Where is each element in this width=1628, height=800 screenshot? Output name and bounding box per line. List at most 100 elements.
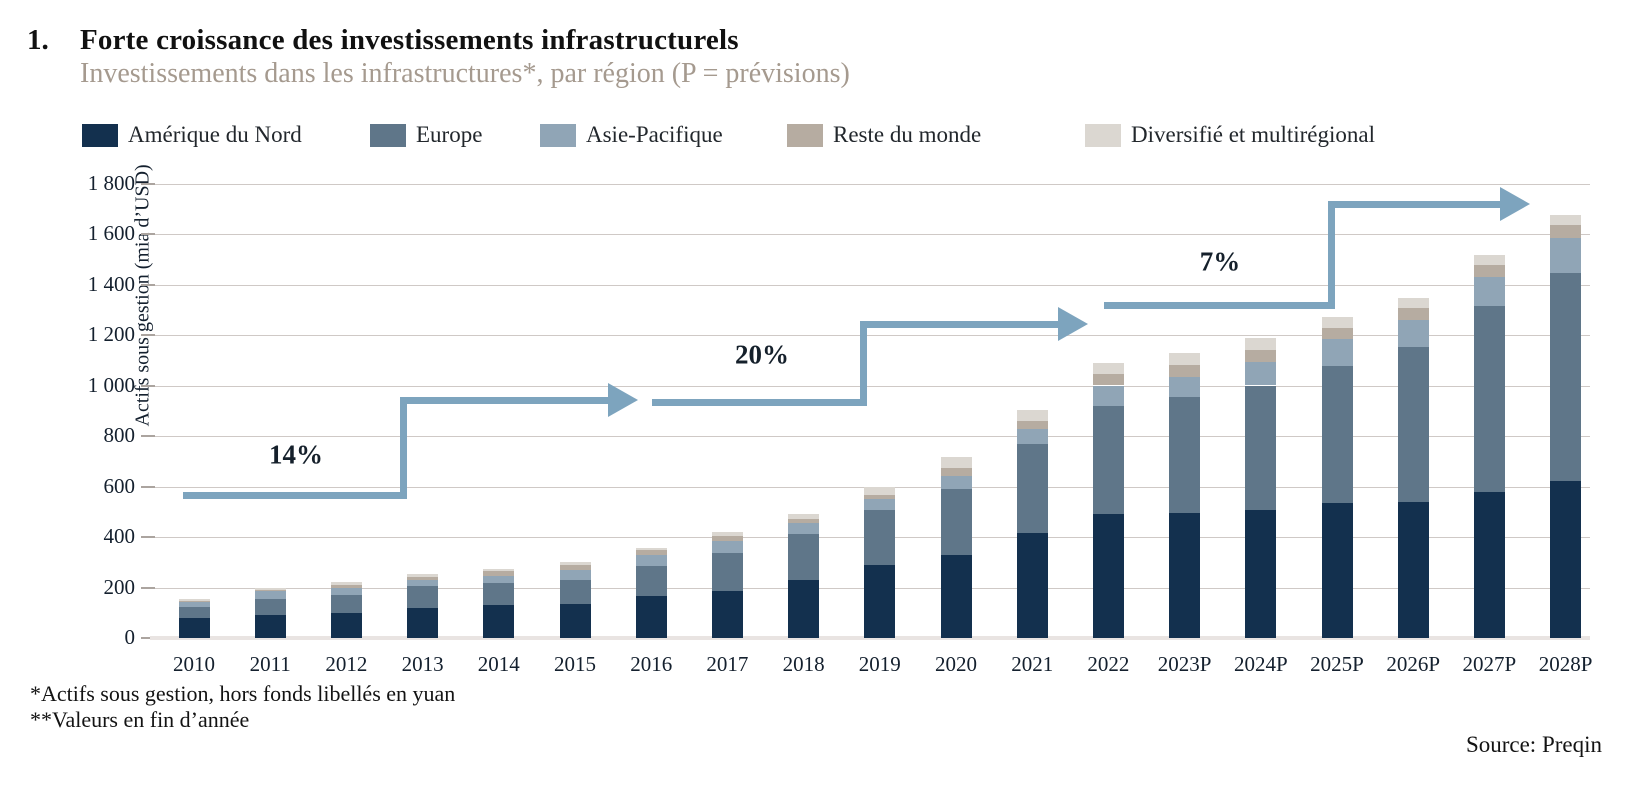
bar-segment-2024P (1245, 361, 1277, 386)
legend-label: Amérique du Nord (128, 122, 302, 147)
x-tick-label-2011: 2011 (249, 652, 291, 676)
bar-segment-2027P (1473, 491, 1505, 638)
bar-segment-2019 (864, 510, 896, 565)
bar-segment-2027P (1473, 277, 1505, 307)
y-tick-label: 800 (103, 423, 136, 447)
bar-segment-2016 (635, 596, 667, 638)
bar-segment-2011 (254, 587, 286, 590)
footnote-2: **Valeurs en fin d’année (30, 707, 250, 732)
legend-label: Asie-Pacifique (586, 122, 723, 147)
growth-rate-label-3: 7% (1199, 246, 1241, 277)
growth-arrow-3 (1327, 200, 1500, 208)
bar-segment-2020 (940, 456, 972, 469)
growth-arrow-2 (859, 320, 867, 406)
growth-arrow-3 (1327, 200, 1335, 309)
bar-segment-2023P (1169, 376, 1201, 397)
bar-segment-2013 (407, 574, 439, 577)
gridline (155, 234, 1590, 235)
legend-swatch (1085, 123, 1121, 147)
bar-segment-2013 (407, 580, 439, 587)
bar-segment-2026P (1397, 346, 1429, 502)
gridline (155, 183, 1590, 185)
x-tick-label-2018: 2018 (782, 652, 825, 676)
bar-segment-2010 (178, 602, 210, 607)
bar-segment-2028P (1550, 224, 1582, 238)
bar-segment-2022 (1092, 514, 1124, 638)
bar-segment-2022 (1092, 405, 1124, 515)
bar-segment-2023P (1169, 365, 1201, 377)
bar-segment-2014 (483, 568, 515, 571)
bar-segment-2018 (788, 534, 820, 581)
x-axis-baseline (150, 636, 1590, 640)
growth-arrow-2 (859, 320, 1058, 328)
legend-item-2: Europe (370, 122, 482, 148)
legend-swatch (370, 123, 406, 147)
bar-segment-2015 (559, 564, 591, 570)
bar-segment-2026P (1397, 307, 1429, 320)
growth-arrow-1 (183, 491, 407, 499)
bar-segment-2014 (483, 570, 515, 576)
gridline (155, 385, 1590, 387)
growth-arrow-head-3 (1500, 187, 1530, 221)
bar-segment-2018 (788, 580, 820, 638)
gridline (155, 486, 1590, 488)
x-tick-label-2013: 2013 (401, 652, 444, 676)
bar-segment-2028P (1550, 272, 1582, 482)
bar-segment-2027P (1473, 254, 1505, 265)
y-tick (141, 384, 155, 387)
x-tick-label-2023P: 2023P (1157, 652, 1212, 676)
bar-segment-2012 (330, 585, 362, 588)
bar-segment-2017 (711, 531, 743, 537)
x-tick-label-2014: 2014 (477, 652, 520, 676)
bar-segment-2021 (1016, 421, 1048, 429)
growth-arrow-head-1 (608, 383, 638, 417)
y-tick-label: 1 400 (87, 271, 135, 296)
bar-segment-2010 (178, 606, 210, 619)
y-tick-label: 200 (103, 574, 136, 599)
legend-label: Europe (416, 122, 483, 147)
bar-segment-2012 (330, 612, 362, 638)
legend-swatch (540, 123, 576, 147)
x-tick-label-2025P: 2025P (1310, 652, 1364, 676)
bar-segment-2018 (788, 523, 820, 535)
y-tick-label: 1 000 (87, 372, 135, 397)
bar-segment-2011 (254, 598, 286, 616)
y-tick-label: 0 (124, 625, 136, 649)
bar-segment-2024P (1245, 385, 1277, 511)
bar-segment-2023P (1169, 396, 1201, 513)
bar-segment-2014 (483, 605, 515, 638)
gridline (155, 335, 1590, 336)
x-tick-label-2016: 2016 (630, 652, 673, 676)
y-tick-label: 400 (103, 524, 136, 548)
bar-segment-2025P (1321, 328, 1353, 339)
x-tick-label-2021: 2021 (1011, 652, 1054, 676)
bar-segment-2021 (1016, 409, 1048, 422)
bar-segment-2027P (1473, 306, 1505, 492)
bar-segment-2015 (559, 603, 591, 638)
growth-rate-label-1: 14% (269, 439, 323, 470)
bar-segment-2016 (635, 548, 667, 551)
y-tick (141, 334, 155, 336)
bar-segment-2021 (1016, 428, 1048, 445)
y-tick (141, 586, 155, 589)
bar-segment-2022 (1092, 385, 1124, 406)
bar-segment-2025P (1321, 338, 1353, 367)
bar-segment-2017 (711, 591, 743, 638)
bar-segment-2024P (1245, 337, 1277, 351)
bar-segment-2028P (1550, 214, 1582, 225)
y-tick (141, 485, 155, 488)
figure-number: 1. (27, 24, 49, 56)
gridline (155, 436, 1590, 437)
bar-segment-2023P (1169, 353, 1201, 366)
x-tick-label-2017: 2017 (706, 652, 749, 676)
bar-segment-2014 (483, 575, 515, 583)
bar-segment-2016 (635, 550, 667, 555)
y-tick (141, 283, 155, 286)
y-tick (141, 233, 155, 235)
bar-segment-2013 (407, 576, 439, 581)
bar-segment-2016 (635, 566, 667, 597)
x-tick-label-2012: 2012 (325, 652, 368, 676)
bar-segment-2015 (559, 579, 591, 604)
bar-segment-2020 (940, 489, 972, 555)
